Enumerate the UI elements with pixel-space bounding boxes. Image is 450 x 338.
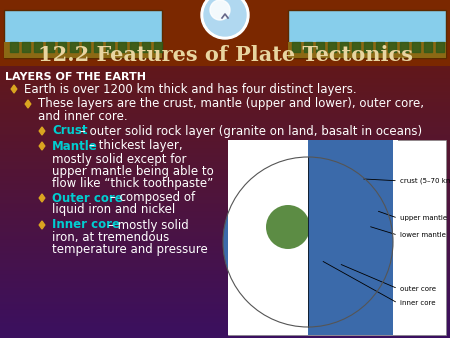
Text: – mostly solid: – mostly solid — [108, 218, 189, 232]
Bar — [4, 10, 162, 58]
Text: Mantle: Mantle — [52, 140, 98, 152]
Polygon shape — [11, 85, 17, 93]
Text: liquid iron and nickel: liquid iron and nickel — [52, 203, 175, 217]
Text: Earth is over 1200 km thick and has four distinct layers.: Earth is over 1200 km thick and has four… — [24, 82, 356, 96]
Circle shape — [266, 205, 310, 249]
Circle shape — [201, 0, 249, 39]
Bar — [4, 42, 162, 58]
Text: Outer core: Outer core — [52, 192, 123, 204]
Bar — [0, 0, 450, 66]
Text: Crust: Crust — [52, 124, 87, 138]
Polygon shape — [25, 100, 31, 108]
Text: LAYERS OF THE EARTH: LAYERS OF THE EARTH — [5, 72, 146, 82]
Wedge shape — [308, 220, 330, 264]
Wedge shape — [308, 161, 389, 323]
Polygon shape — [39, 221, 45, 229]
Wedge shape — [308, 171, 379, 313]
Circle shape — [286, 220, 330, 264]
Text: inner core: inner core — [400, 300, 436, 306]
Text: upper mantle being able to: upper mantle being able to — [52, 165, 214, 177]
Circle shape — [223, 157, 393, 327]
Text: Inner core: Inner core — [52, 218, 120, 232]
Polygon shape — [39, 194, 45, 202]
Polygon shape — [39, 127, 45, 135]
Text: and inner core.: and inner core. — [38, 110, 128, 122]
Circle shape — [204, 0, 246, 36]
Polygon shape — [39, 142, 45, 150]
Bar — [288, 10, 446, 58]
Circle shape — [210, 0, 230, 20]
Wedge shape — [308, 204, 346, 280]
Bar — [308, 140, 398, 335]
Text: These layers are the crust, mantle (upper and lower), outer core,: These layers are the crust, mantle (uppe… — [38, 97, 424, 111]
Text: outer core: outer core — [400, 286, 436, 292]
Wedge shape — [308, 157, 393, 327]
Bar — [228, 140, 446, 335]
Wedge shape — [308, 189, 361, 295]
Text: – outer solid rock layer (granite on land, basalt in oceans): – outer solid rock layer (granite on lan… — [80, 124, 422, 138]
Text: iron, at tremendous: iron, at tremendous — [52, 231, 169, 243]
Text: mostly solid except for: mostly solid except for — [52, 152, 186, 166]
Text: upper mantle: upper mantle — [400, 215, 447, 221]
Text: flow like “thick toothpaste”: flow like “thick toothpaste” — [52, 176, 213, 190]
Text: – thickest layer,: – thickest layer, — [89, 140, 183, 152]
Text: – composed of: – composed of — [110, 192, 195, 204]
Circle shape — [237, 171, 379, 313]
Circle shape — [223, 157, 393, 327]
Bar — [288, 42, 446, 58]
Circle shape — [270, 204, 346, 280]
Text: temperature and pressure: temperature and pressure — [52, 242, 208, 256]
Bar — [308, 140, 393, 335]
Bar — [228, 140, 308, 335]
Text: crust (5–70 km): crust (5–70 km) — [400, 177, 450, 184]
Text: lower mantle: lower mantle — [400, 232, 446, 238]
Circle shape — [227, 161, 389, 323]
Text: 12.2 Features of Plate Tectonics: 12.2 Features of Plate Tectonics — [37, 45, 413, 65]
Circle shape — [254, 189, 361, 295]
